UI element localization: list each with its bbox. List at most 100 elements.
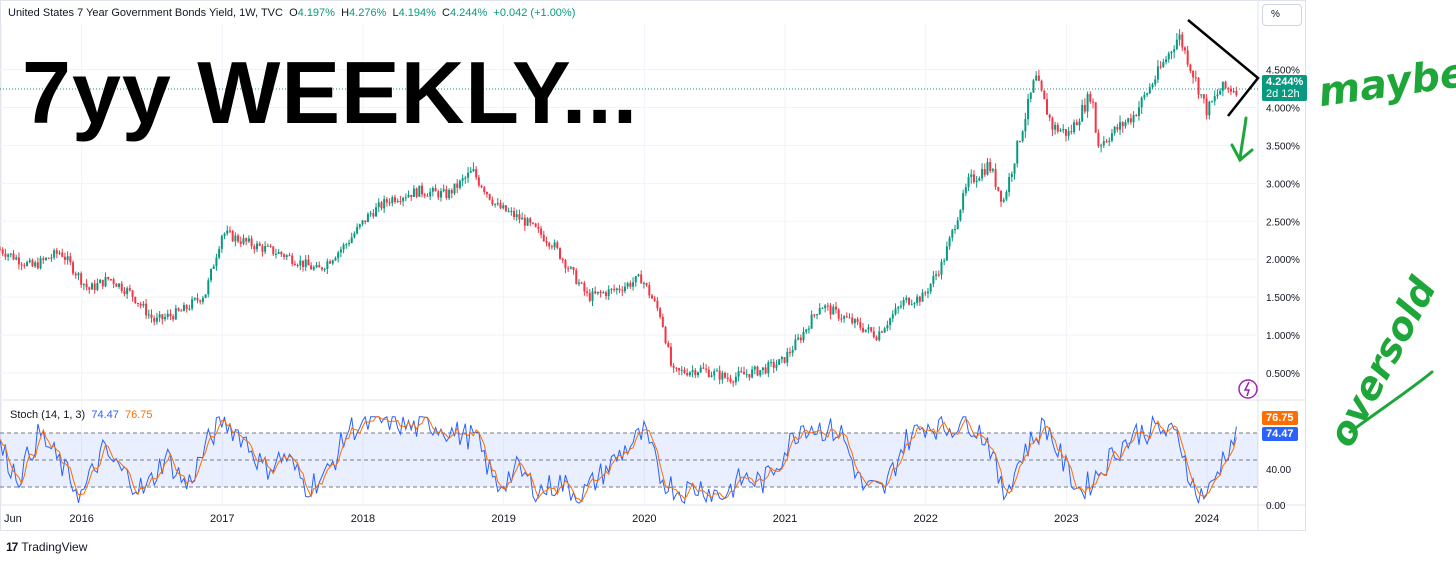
candle-body	[745, 374, 748, 376]
candle-body	[556, 242, 559, 248]
candle-body	[669, 346, 672, 366]
candle-body	[153, 318, 156, 322]
candle-body	[1086, 94, 1089, 112]
candle-body	[1219, 90, 1222, 95]
candle-body	[199, 300, 202, 302]
candle-body	[220, 235, 223, 249]
x-tick-label: 2020	[632, 513, 656, 525]
stoch-tick-label: 0.00	[1266, 501, 1286, 512]
candle-body	[510, 210, 513, 212]
candle-body	[756, 366, 759, 376]
candle-body	[310, 265, 313, 270]
candle-body	[80, 273, 83, 285]
candle-body	[989, 162, 992, 171]
candle-body	[491, 199, 494, 205]
candle-body	[1032, 80, 1035, 93]
candle-body	[780, 357, 783, 360]
candle-body	[15, 257, 18, 260]
low-value: 4.194%	[398, 7, 436, 19]
candle-body	[921, 292, 924, 302]
y-tick-label: 1.000%	[1266, 331, 1300, 342]
candle-body	[448, 190, 451, 199]
candle-body	[661, 316, 664, 327]
candle-body	[523, 217, 526, 226]
candle-body	[123, 290, 126, 294]
candle-body	[421, 185, 424, 195]
candle-body	[899, 305, 902, 308]
candle-body	[521, 217, 524, 220]
candle-body	[880, 331, 883, 333]
candle-body	[450, 190, 453, 194]
candle-body	[1186, 50, 1189, 65]
candle-body	[4, 253, 7, 257]
candle-body	[594, 291, 597, 294]
candle-body	[981, 169, 984, 179]
candle-body	[1062, 129, 1065, 131]
x-axis: Jun 2016 2017 2018 2019 2020 2021 2022 2023 2024	[4, 513, 1219, 525]
candle-body	[615, 288, 618, 291]
candle-body	[1213, 96, 1216, 102]
candle-body	[383, 199, 386, 209]
candle-body	[916, 296, 919, 304]
candle-body	[426, 195, 429, 197]
candle-body	[169, 313, 172, 317]
candle-body	[694, 370, 697, 376]
candle-body	[853, 319, 856, 324]
unit-toggle-button[interactable]: %	[1262, 4, 1302, 26]
candle-body	[864, 329, 867, 332]
candle-body	[90, 283, 93, 290]
candle-body	[1073, 122, 1076, 132]
candle-body	[1067, 131, 1070, 136]
candle-body	[518, 214, 521, 220]
candle-body	[72, 262, 75, 274]
candle-body	[1056, 124, 1059, 132]
high-value: 4.276%	[349, 7, 387, 19]
candle-body	[1173, 49, 1176, 52]
candle-body	[155, 317, 158, 322]
candle-body	[256, 243, 259, 250]
candle-body	[323, 268, 326, 270]
candle-body	[724, 372, 727, 378]
candle-body	[783, 357, 786, 363]
candle-body	[7, 254, 10, 257]
candle-body	[1183, 47, 1186, 51]
candle-body	[891, 314, 894, 319]
candle-body	[150, 314, 153, 319]
candle-body	[201, 297, 204, 302]
candle-body	[678, 368, 681, 371]
candle-body	[924, 292, 927, 294]
candle-body	[640, 274, 643, 284]
candle-body	[439, 191, 442, 198]
candle-body	[358, 224, 361, 228]
candle-body	[1097, 132, 1100, 147]
candle-body	[607, 289, 610, 297]
candle-body	[586, 291, 589, 293]
candle-body	[26, 262, 29, 266]
stoch-grid	[0, 432, 1258, 488]
candle-body	[372, 213, 375, 217]
candle-body	[218, 248, 221, 258]
candle-body	[369, 213, 372, 215]
x-tick-label: Jun	[4, 513, 22, 525]
candle-body	[331, 260, 334, 264]
candle-body	[1121, 122, 1124, 127]
candle-body	[429, 191, 432, 197]
candle-body	[642, 283, 645, 285]
last-price-tag: 4.244% 2d 12h	[1262, 75, 1308, 101]
tradingview-logo[interactable]: 17 TradingView	[6, 540, 87, 554]
candle-body	[191, 299, 194, 309]
candle-body	[623, 286, 626, 292]
candle-body	[651, 295, 654, 299]
candle-body	[507, 211, 510, 213]
candle-body	[1045, 99, 1048, 115]
candle-body	[280, 251, 283, 255]
stoch-k-line	[0, 414, 1237, 505]
candle-body	[813, 314, 816, 316]
lightning-icon	[1238, 379, 1258, 399]
candle-body	[653, 298, 656, 301]
x-tick-label: 2022	[913, 513, 937, 525]
candle-body	[564, 259, 567, 269]
candle-body	[31, 260, 34, 267]
candle-body	[956, 220, 959, 229]
candle-body	[1008, 176, 1011, 193]
